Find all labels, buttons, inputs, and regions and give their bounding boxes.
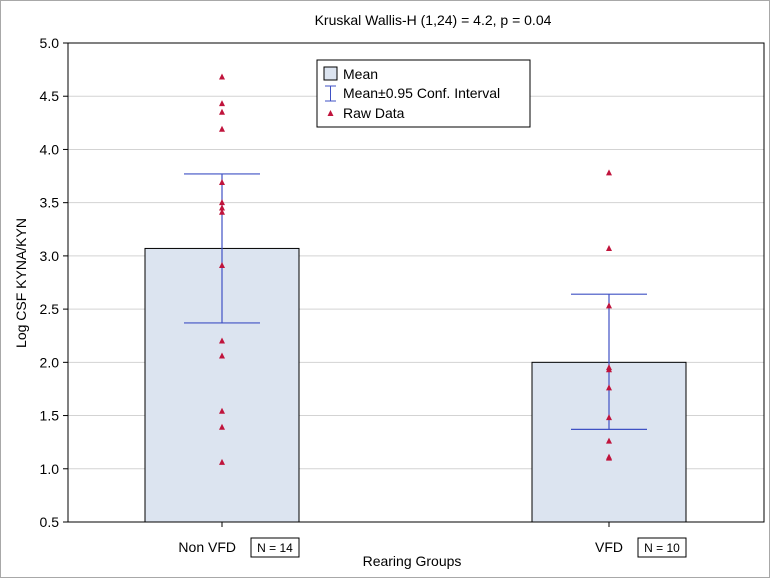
x-axis: Non VFD N = 14 VFD N = 10 — [178, 522, 687, 558]
raw-data-point — [219, 337, 225, 344]
y-axis: 0.5 1.0 1.5 2.0 2.5 3.0 3.5 4.0 4.5 5.0 — [40, 35, 68, 530]
raw-data-point — [606, 244, 612, 251]
raw-data-point — [219, 407, 225, 414]
y-tick-label: 4.5 — [40, 88, 60, 104]
raw-data-point — [606, 366, 612, 373]
raw-data-point — [606, 437, 612, 444]
raw-data-point — [219, 108, 225, 115]
y-tick-label: 4.0 — [40, 141, 60, 157]
y-tick-label: 2.0 — [40, 354, 60, 370]
n-count-label: N = 10 — [644, 541, 680, 555]
y-tick-label: 3.5 — [40, 195, 60, 211]
y-tick-label: 1.5 — [40, 408, 60, 424]
legend-ci-icon — [325, 85, 336, 102]
raw-data-point — [606, 384, 612, 391]
legend-mean-label: Mean — [343, 66, 378, 82]
n-count-label: N = 14 — [257, 541, 293, 555]
raw-data-point — [606, 169, 612, 176]
bar-mean — [144, 247, 300, 523]
raw-data-point — [219, 100, 225, 107]
n-count-box — [250, 537, 300, 558]
n-count-box — [637, 537, 687, 558]
raw-data-point — [606, 302, 612, 309]
error-bars-layer — [184, 173, 647, 430]
y-tick-label: 1.0 — [40, 461, 60, 477]
raw-data-point — [219, 178, 225, 185]
legend-box — [316, 59, 531, 128]
raw-data-point — [606, 414, 612, 421]
raw-data-point — [219, 261, 225, 268]
raw-data-point — [219, 423, 225, 430]
y-tick-label: 0.5 — [40, 514, 60, 530]
chart-title: Kruskal Wallis-H (1,24) = 4.2, p = 0.04 — [315, 12, 552, 28]
legend-mean-swatch — [323, 66, 338, 81]
x-tick-label: VFD — [595, 539, 623, 555]
x-tick-label: Non VFD — [178, 539, 236, 555]
raw-data-layer — [219, 73, 612, 465]
raw-data-point — [219, 73, 225, 80]
y-tick-label: 5.0 — [40, 35, 60, 51]
bars-layer — [144, 247, 687, 523]
y-tick-label: 2.5 — [40, 301, 60, 317]
legend: Mean Mean±0.95 Conf. Interval Raw Data — [316, 59, 531, 128]
y-tick-label: 3.0 — [40, 248, 60, 264]
raw-data-point — [219, 352, 225, 359]
legend-ci-label: Mean±0.95 Conf. Interval — [343, 85, 500, 101]
y-axis-label: Log CSF KYNA/KYN — [13, 218, 29, 348]
plot-frame — [67, 42, 765, 523]
legend-raw-marker — [327, 110, 334, 116]
raw-data-point — [219, 204, 225, 211]
raw-data-point — [219, 199, 225, 206]
raw-data-point — [219, 125, 225, 132]
legend-raw-label: Raw Data — [343, 105, 405, 121]
raw-data-point — [219, 208, 225, 215]
raw-data-point — [219, 458, 225, 465]
x-axis-label: Rearing Groups — [363, 553, 462, 569]
raw-data-point — [606, 454, 612, 461]
